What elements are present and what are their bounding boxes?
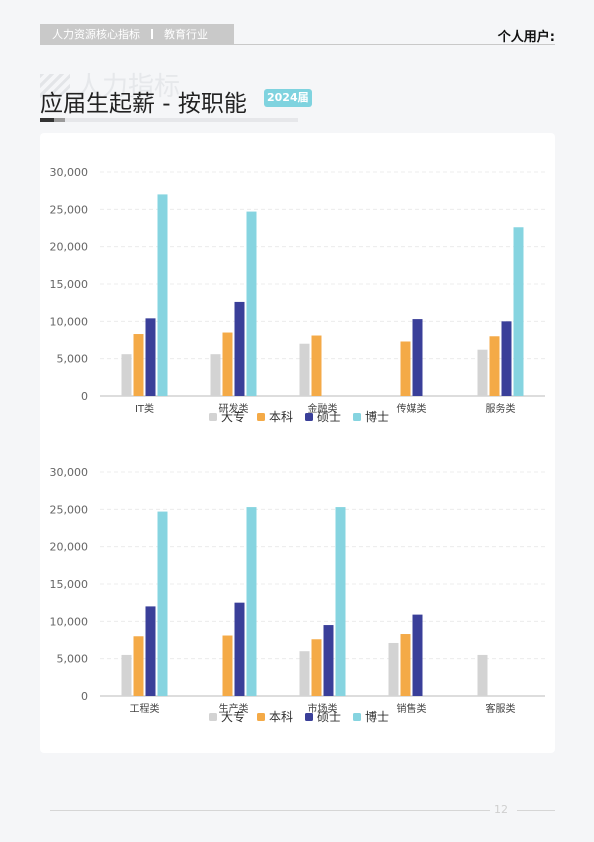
bar — [513, 227, 524, 396]
bar — [400, 634, 411, 696]
x-tick-label: 工程类 — [130, 702, 160, 715]
bar — [145, 606, 156, 696]
chart-top-svg: 0 5,000 10,000 15,000 20,000 25,000 30,000 IT类 研… — [50, 166, 545, 424]
y-tick-label: 30,000 — [50, 466, 89, 479]
title-underline-gray — [54, 118, 65, 122]
y-tick-label: 15,000 — [50, 278, 89, 291]
header-section-tag: 人力资源核心指标 教育行业 — [40, 24, 234, 45]
bar — [222, 332, 233, 396]
bar — [246, 211, 257, 396]
watermark-text: 人力指标 — [76, 72, 181, 102]
legend-label: 博士 — [365, 709, 389, 724]
x-tick-label: 生产类 — [219, 702, 249, 715]
bar — [412, 614, 423, 696]
x-tick-label: 金融类 — [308, 402, 338, 415]
y-tick-label: 5,000 — [57, 353, 89, 366]
bar — [210, 354, 221, 396]
year-badge: 2024届 — [264, 89, 312, 107]
bar — [489, 336, 500, 396]
header-rule — [234, 44, 555, 45]
x-tick-label: 市场类 — [308, 702, 338, 715]
bar — [121, 354, 132, 396]
bar — [157, 194, 168, 396]
x-tick-label: 传媒类 — [397, 402, 427, 415]
chart-top: 0 5,000 10,000 15,000 20,000 25,000 30,000 IT类 研… — [40, 133, 555, 433]
bar — [335, 507, 346, 696]
bar — [299, 343, 310, 396]
x-tick-label: 服务类 — [486, 402, 516, 415]
footer-rule-left — [50, 810, 490, 811]
bar — [133, 334, 144, 396]
y-tick-label: 0 — [81, 690, 88, 703]
legend-swatch — [305, 713, 313, 721]
y-tick-label: 20,000 — [50, 541, 89, 554]
chart-bottom: 0 5,000 10,000 15,000 20,000 25,000 30,000 工程类 生… — [40, 433, 555, 733]
x-tick-label: 客服类 — [486, 702, 516, 715]
x-tick-label: 销售类 — [397, 702, 427, 715]
x-tick-label: IT类 — [135, 402, 154, 415]
bar — [121, 654, 132, 696]
bar — [412, 319, 423, 396]
page-title: 应届生起薪 - 按职能 — [40, 91, 247, 117]
legend-label: 硕士 — [317, 710, 341, 724]
title-underline-dark — [40, 118, 54, 122]
legend-swatch — [353, 713, 361, 721]
bar — [157, 511, 168, 696]
page-number: 12 — [494, 803, 508, 816]
bar — [234, 602, 245, 696]
legend-swatch — [257, 713, 265, 721]
header-separator — [151, 29, 153, 39]
bar — [501, 321, 512, 396]
x-tick-label: 研发类 — [219, 402, 249, 415]
bar — [222, 635, 233, 696]
legend-swatch — [209, 713, 217, 721]
legend-label: 大专 — [221, 709, 245, 724]
y-tick-label: 25,000 — [50, 203, 89, 216]
user-label: 个人用户: — [497, 30, 555, 45]
bar — [311, 335, 322, 396]
bar — [477, 349, 488, 396]
bar — [477, 654, 488, 696]
bar — [388, 642, 399, 696]
header-section-label: 人力资源核心指标 — [52, 28, 140, 41]
legend-label: 大专 — [221, 409, 245, 424]
bar — [234, 301, 245, 396]
y-tick-label: 10,000 — [50, 315, 89, 328]
title-underline — [40, 118, 298, 122]
legend-swatch — [257, 413, 265, 421]
legend-label: 本科 — [269, 410, 293, 424]
legend-swatch — [305, 413, 313, 421]
legend-label: 本科 — [269, 710, 293, 724]
legend-swatch — [209, 413, 217, 421]
y-tick-label: 20,000 — [50, 241, 89, 254]
bar — [299, 651, 310, 696]
bar — [323, 625, 334, 696]
bar — [400, 341, 411, 396]
legend-label: 硕士 — [317, 410, 341, 424]
chart-bottom-svg: 0 5,000 10,000 15,000 20,000 25,000 30,000 工程类 生… — [50, 466, 545, 724]
y-tick-label: 15,000 — [50, 578, 89, 591]
charts-card: 0 5,000 10,000 15,000 20,000 25,000 30,000 IT类 研… — [40, 133, 555, 753]
legend-label: 博士 — [365, 409, 389, 424]
y-tick-label: 0 — [81, 390, 88, 403]
y-tick-label: 5,000 — [57, 653, 89, 666]
y-tick-label: 25,000 — [50, 503, 89, 516]
bar — [246, 507, 257, 696]
y-tick-label: 10,000 — [50, 615, 89, 628]
title-watermark: 人力指标 — [40, 66, 180, 103]
header-industry-label: 教育行业 — [164, 28, 208, 41]
legend-swatch — [353, 413, 361, 421]
y-tick-label: 30,000 — [50, 166, 89, 179]
footer-rule-right — [517, 810, 555, 811]
bar — [133, 636, 144, 696]
bar — [311, 639, 322, 696]
watermark-stripes — [40, 74, 70, 98]
bar — [145, 318, 156, 396]
